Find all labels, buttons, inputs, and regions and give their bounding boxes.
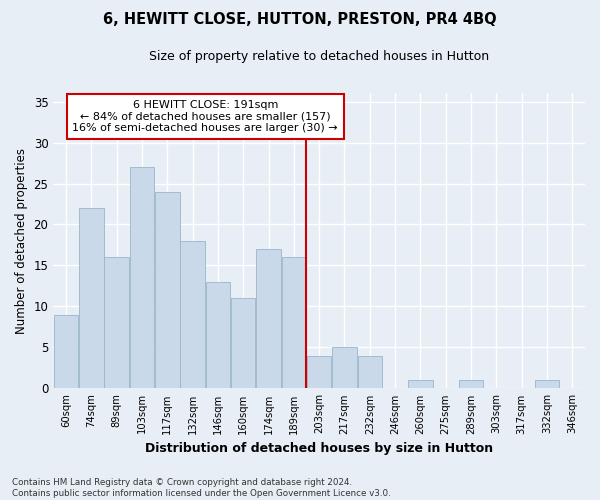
Bar xyxy=(358,356,382,388)
Bar xyxy=(256,249,281,388)
Bar xyxy=(231,298,256,388)
Bar xyxy=(130,167,154,388)
Y-axis label: Number of detached properties: Number of detached properties xyxy=(15,148,28,334)
Bar xyxy=(180,241,205,388)
Bar xyxy=(408,380,433,388)
Bar xyxy=(53,314,78,388)
Bar xyxy=(104,258,129,388)
Bar xyxy=(206,282,230,389)
Bar xyxy=(535,380,559,388)
Bar xyxy=(307,356,331,388)
Text: Contains HM Land Registry data © Crown copyright and database right 2024.
Contai: Contains HM Land Registry data © Crown c… xyxy=(12,478,391,498)
Bar xyxy=(459,380,484,388)
Text: 6 HEWITT CLOSE: 191sqm
← 84% of detached houses are smaller (157)
16% of semi-de: 6 HEWITT CLOSE: 191sqm ← 84% of detached… xyxy=(73,100,338,133)
X-axis label: Distribution of detached houses by size in Hutton: Distribution of detached houses by size … xyxy=(145,442,493,455)
Title: Size of property relative to detached houses in Hutton: Size of property relative to detached ho… xyxy=(149,50,489,63)
Bar xyxy=(155,192,179,388)
Bar xyxy=(281,258,306,388)
Bar xyxy=(332,348,357,389)
Text: 6, HEWITT CLOSE, HUTTON, PRESTON, PR4 4BQ: 6, HEWITT CLOSE, HUTTON, PRESTON, PR4 4B… xyxy=(103,12,497,28)
Bar xyxy=(79,208,104,388)
